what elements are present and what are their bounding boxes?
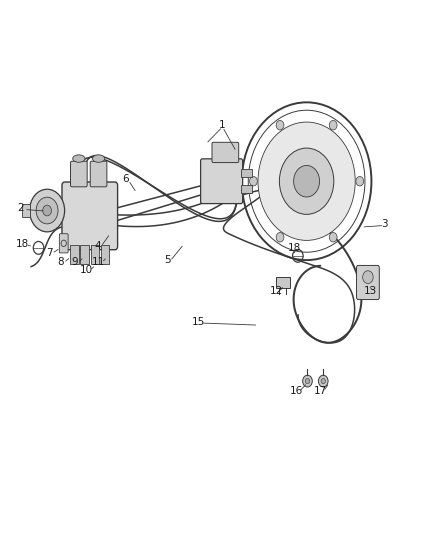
Circle shape: [276, 232, 284, 242]
Circle shape: [29, 189, 64, 232]
Circle shape: [36, 197, 58, 224]
Ellipse shape: [73, 155, 85, 162]
FancyBboxPatch shape: [62, 182, 117, 249]
FancyBboxPatch shape: [59, 233, 68, 253]
Circle shape: [293, 165, 320, 197]
FancyBboxPatch shape: [201, 159, 243, 204]
Circle shape: [276, 120, 284, 130]
Text: 15: 15: [191, 317, 205, 327]
Bar: [80, 245, 89, 264]
Text: 3: 3: [381, 220, 388, 229]
Bar: [70, 245, 79, 264]
Text: 18: 18: [288, 244, 301, 253]
Bar: [101, 245, 110, 264]
Text: 12: 12: [270, 286, 283, 296]
Text: 18: 18: [16, 239, 29, 249]
FancyBboxPatch shape: [212, 142, 239, 163]
Text: 5: 5: [164, 255, 171, 265]
Bar: [91, 245, 99, 264]
Bar: [276, 277, 290, 288]
Circle shape: [303, 375, 312, 387]
Circle shape: [329, 232, 337, 242]
Text: 17: 17: [314, 386, 327, 395]
Text: 11: 11: [92, 257, 105, 266]
Circle shape: [250, 176, 258, 186]
Text: 13: 13: [364, 286, 377, 296]
Text: 8: 8: [57, 257, 64, 266]
Circle shape: [42, 205, 52, 216]
Ellipse shape: [92, 155, 105, 162]
Bar: [21, 204, 29, 217]
Text: 1: 1: [219, 120, 226, 130]
Circle shape: [258, 122, 355, 240]
Text: 10: 10: [80, 265, 93, 274]
Circle shape: [329, 120, 337, 130]
Text: 9: 9: [71, 257, 78, 266]
Circle shape: [305, 378, 310, 384]
Text: 2: 2: [18, 204, 25, 213]
Text: 4: 4: [95, 241, 102, 251]
Circle shape: [363, 271, 373, 284]
Bar: [241, 185, 252, 193]
Text: 7: 7: [46, 248, 53, 257]
Text: 6: 6: [122, 174, 129, 184]
FancyBboxPatch shape: [357, 265, 379, 300]
Text: 16: 16: [290, 386, 303, 395]
Circle shape: [318, 375, 328, 387]
Bar: [241, 169, 252, 177]
FancyBboxPatch shape: [71, 161, 87, 187]
Circle shape: [356, 176, 364, 186]
Circle shape: [321, 378, 325, 384]
Circle shape: [279, 148, 334, 214]
FancyBboxPatch shape: [90, 161, 107, 187]
